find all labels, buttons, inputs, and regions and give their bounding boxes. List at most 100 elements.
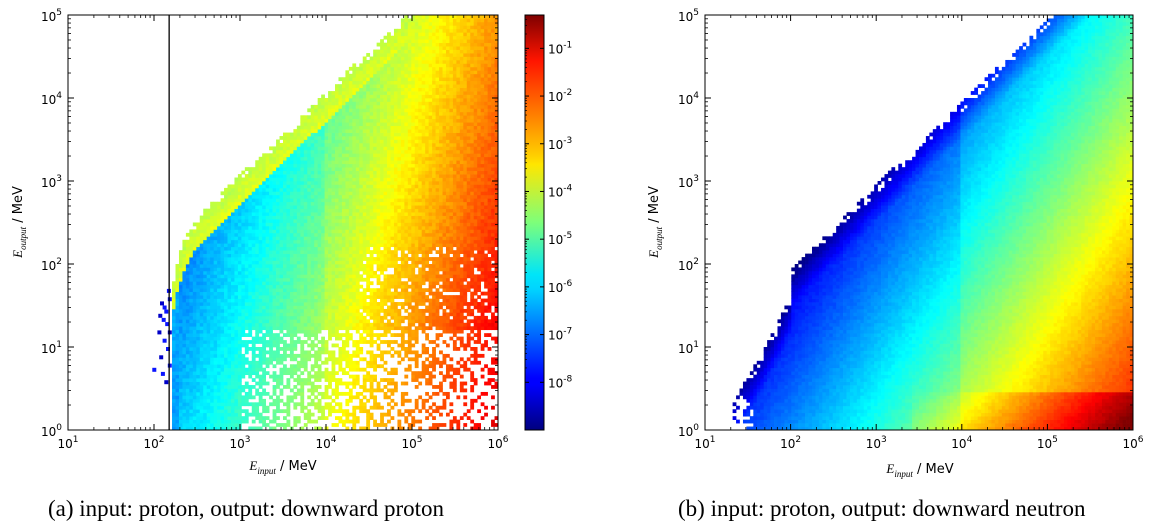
heatmap-cell bbox=[196, 305, 201, 310]
heatmap-cell bbox=[380, 91, 384, 95]
heatmap-cell bbox=[352, 149, 357, 154]
heatmap-cell bbox=[366, 340, 371, 344]
heatmap-cell bbox=[196, 257, 201, 261]
heatmap-cell bbox=[279, 264, 284, 268]
heatmap-cell bbox=[175, 302, 180, 306]
heatmap-cell bbox=[265, 191, 270, 196]
heatmap-cell bbox=[390, 291, 395, 296]
heatmap-cell bbox=[331, 115, 336, 120]
heatmap-cell bbox=[293, 391, 298, 396]
heatmap-cell bbox=[345, 142, 350, 147]
heatmap-cell bbox=[262, 219, 267, 223]
heatmap-cell bbox=[210, 374, 214, 379]
heatmap-cell bbox=[199, 302, 204, 306]
heatmap-cell bbox=[328, 222, 332, 227]
heatmap-cell bbox=[314, 402, 319, 407]
heatmap-cell bbox=[307, 215, 312, 220]
heatmap-cell bbox=[341, 156, 346, 161]
heatmap-cell bbox=[352, 360, 357, 365]
heatmap-cell bbox=[234, 212, 239, 216]
heatmap-cell bbox=[283, 187, 287, 192]
heatmap-cell bbox=[331, 329, 336, 334]
heatmap-cell bbox=[380, 153, 384, 158]
heatmap-cell bbox=[189, 357, 194, 362]
heatmap-cell bbox=[230, 243, 235, 248]
heatmap-cell bbox=[286, 132, 291, 137]
heatmap-cell bbox=[241, 270, 246, 275]
heatmap-cell bbox=[393, 305, 398, 310]
heatmap-cell bbox=[303, 215, 308, 220]
heatmap-cell bbox=[369, 229, 374, 234]
heatmap-cell bbox=[393, 291, 398, 296]
heatmap-cell bbox=[345, 70, 350, 75]
heatmap-cell bbox=[369, 333, 374, 337]
heatmap-cell bbox=[345, 243, 350, 248]
heatmap-cell bbox=[230, 295, 235, 299]
heatmap-cell bbox=[192, 288, 197, 293]
heatmap-cell bbox=[276, 198, 280, 203]
heatmap-cell bbox=[213, 364, 218, 369]
heatmap-cell bbox=[289, 347, 294, 351]
heatmap-cell bbox=[300, 371, 305, 376]
heatmap-cell bbox=[276, 381, 280, 386]
heatmap-cell bbox=[296, 142, 301, 147]
heatmap-cell bbox=[220, 298, 225, 303]
heatmap-cell bbox=[331, 322, 336, 327]
heatmap-cell bbox=[199, 336, 204, 341]
heatmap-cell bbox=[369, 87, 374, 92]
heatmap-cell bbox=[283, 315, 287, 320]
heatmap-cell bbox=[217, 246, 221, 251]
heatmap-cell bbox=[217, 229, 221, 234]
heatmap-cell bbox=[220, 198, 225, 203]
heatmap-cell bbox=[393, 232, 398, 237]
heatmap-cell bbox=[321, 108, 325, 113]
heatmap-cell bbox=[196, 347, 201, 351]
heatmap-cell bbox=[279, 184, 284, 189]
heatmap-cell bbox=[217, 322, 221, 327]
heatmap-cell bbox=[303, 326, 308, 331]
heatmap-cell bbox=[234, 222, 239, 227]
heatmap-cell bbox=[341, 302, 346, 306]
heatmap-cell bbox=[366, 184, 371, 189]
heatmap-cell bbox=[185, 395, 190, 400]
heatmap-cell bbox=[189, 395, 194, 400]
heatmap-cell bbox=[369, 156, 374, 161]
heatmap-cell bbox=[210, 378, 214, 382]
heatmap-cell bbox=[182, 315, 187, 320]
heatmap-cell bbox=[279, 243, 284, 248]
heatmap-cell bbox=[258, 219, 263, 223]
heatmap-cell bbox=[366, 187, 371, 192]
heatmap-cell bbox=[352, 257, 357, 261]
heatmap-cell bbox=[321, 298, 325, 303]
heatmap-cell bbox=[328, 104, 332, 109]
heatmap-cell bbox=[321, 264, 325, 268]
heatmap-cell bbox=[234, 319, 239, 324]
heatmap-cell bbox=[185, 281, 190, 286]
heatmap-cell bbox=[373, 322, 377, 327]
heatmap-cell bbox=[310, 333, 315, 337]
heatmap-cell bbox=[244, 277, 249, 282]
heatmap-cell bbox=[397, 149, 402, 154]
heatmap-cell bbox=[345, 73, 350, 78]
heatmap-cell bbox=[269, 257, 273, 261]
heatmap-cell bbox=[276, 322, 280, 327]
heatmap-cell bbox=[338, 174, 343, 178]
heatmap-cell bbox=[283, 409, 287, 414]
heatmap-cell bbox=[366, 257, 371, 261]
heatmap-cell bbox=[230, 367, 235, 372]
heatmap-cell bbox=[338, 274, 343, 279]
heatmap-cell bbox=[220, 391, 225, 396]
heatmap-cell bbox=[393, 122, 398, 127]
heatmap-cell bbox=[338, 91, 343, 95]
heatmap-cell bbox=[289, 136, 294, 140]
heatmap-cell bbox=[352, 205, 357, 210]
heatmap-cell bbox=[383, 98, 388, 102]
heatmap-cell bbox=[258, 305, 263, 310]
heatmap-cell bbox=[244, 371, 249, 376]
heatmap-cell bbox=[262, 308, 267, 313]
heatmap-cell bbox=[383, 46, 388, 50]
heatmap-cell bbox=[248, 402, 253, 407]
heatmap-cell bbox=[335, 291, 339, 296]
heatmap-cell bbox=[324, 288, 329, 293]
heatmap-cell bbox=[331, 122, 336, 127]
